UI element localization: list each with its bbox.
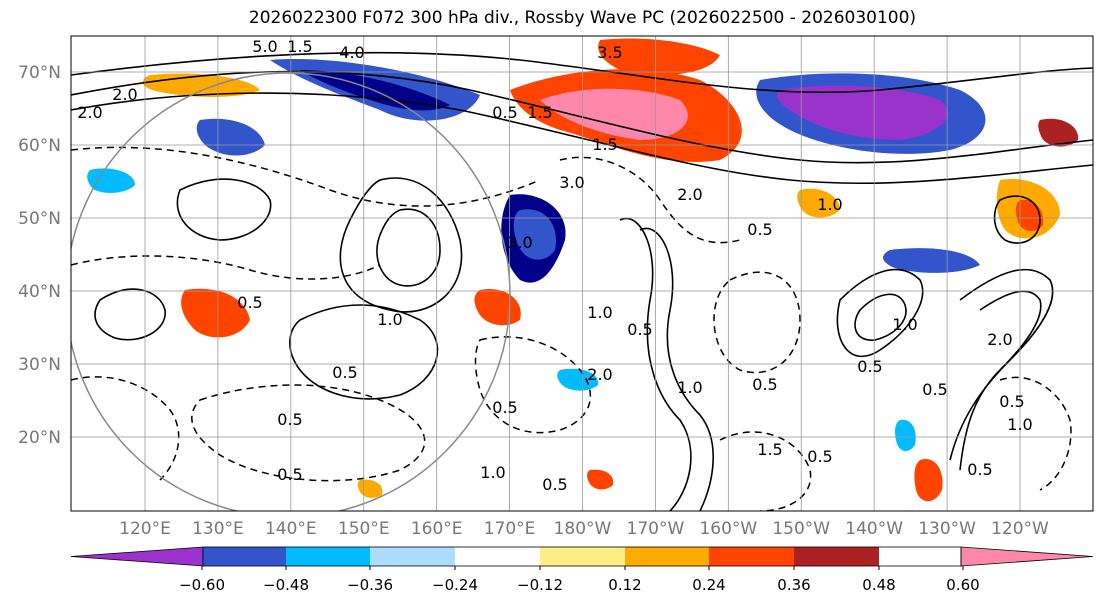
lat-label: 50°N [18, 209, 61, 229]
colorbar-tick-label: −0.36 [347, 576, 393, 594]
contour-label: 1.5 [287, 37, 312, 56]
contour-label: 0.5 [967, 460, 992, 479]
colorbar-tick-label: 0.24 [692, 576, 725, 594]
lat-label: 60°N [18, 136, 61, 156]
contour-label: 0.5 [999, 392, 1024, 411]
graticule [71, 36, 1093, 511]
lon-label: 170°E [484, 519, 536, 539]
lat-label: 20°N [18, 428, 61, 448]
colorbar-tick-label: 0.48 [862, 576, 895, 594]
lon-label: 170°W [627, 519, 685, 539]
colorbar-extend-low [70, 546, 204, 567]
contour-label: 0.5 [492, 103, 517, 122]
contour-label: 3.0 [507, 233, 532, 252]
colorbar-tick-label: 0.12 [608, 576, 641, 594]
contour-label: 1.0 [377, 310, 402, 329]
colorbar-segment [540, 547, 625, 566]
contour-label: 0.5 [492, 398, 517, 417]
contour-label: 5.0 [252, 37, 277, 56]
colorbar-segment [455, 547, 540, 566]
colorbar-segment [709, 547, 794, 566]
colorbar-tick-label: 0.36 [777, 576, 810, 594]
contour-label: 1.0 [587, 303, 612, 322]
lon-label: 160°E [411, 519, 463, 539]
contour-label: 2.0 [677, 185, 702, 204]
map-frame [70, 35, 1094, 512]
latitude-axis: 70°N 60°N 50°N 40°N 30°N 20°N [18, 63, 61, 448]
contour-label: 2.0 [77, 103, 102, 122]
lon-label: 150°E [338, 519, 390, 539]
contour-label: 1.0 [480, 463, 505, 482]
lon-label: 140°E [265, 519, 317, 539]
lon-label: 120°W [991, 519, 1049, 539]
lat-label: 40°N [18, 282, 61, 302]
contour-lines-dashed [71, 146, 1072, 511]
contour-label: 3.0 [559, 173, 584, 192]
plot-title: 2026022300 F072 300 hPa div., Rossby Wav… [248, 8, 917, 28]
contour-label: 0.5 [747, 220, 772, 239]
lon-label: 180°W [554, 519, 612, 539]
contour-label: 1.0 [1007, 415, 1032, 434]
colorbar-segment [625, 547, 709, 566]
contour-label: 2.0 [987, 330, 1012, 349]
contour-label: 1.0 [677, 378, 702, 397]
lat-label: 70°N [18, 63, 61, 83]
colorbar-segment [286, 547, 370, 566]
contour-label: 0.5 [627, 320, 652, 339]
colorbar-tick-label: 0.60 [946, 576, 979, 594]
lon-label: 160°W [699, 519, 757, 539]
longitude-axis: 120°E 130°E 140°E 150°E 160°E 170°E 180°W 170°W… [119, 519, 1049, 539]
colorbar-tick-label: −0.48 [263, 576, 309, 594]
lon-label: 120°E [119, 519, 171, 539]
contour-label: 0.5 [807, 447, 832, 466]
lon-label: 150°W [772, 519, 830, 539]
contour-label: 1.5 [527, 103, 552, 122]
lon-label: 130°W [918, 519, 976, 539]
contour-label: 0.5 [237, 293, 262, 312]
contour-label: 0.5 [857, 357, 882, 376]
colorbar-tick-label: −0.60 [179, 576, 225, 594]
colorbar-extend-high [960, 546, 1094, 567]
contour-label: 0.5 [277, 410, 302, 429]
colorbar-segment [202, 547, 286, 566]
contour-label: 0.5 [752, 375, 777, 394]
colorbar-segment [370, 547, 455, 566]
contour-label: 2.0 [587, 365, 612, 384]
contour-label: 3.5 [597, 43, 622, 62]
contour-lines [71, 51, 1093, 511]
contour-label: 1.5 [757, 440, 782, 459]
lat-label: 30°N [18, 355, 61, 375]
lon-label: 130°E [192, 519, 244, 539]
colorbar: −0.60 −0.48 −0.36 −0.24 −0.12 0.12 0.24 0.36 0.4… [70, 546, 1094, 594]
contour-label: 4.0 [339, 43, 364, 62]
colorbar-tick-label: −0.12 [517, 576, 563, 594]
contour-label: 1.5 [592, 135, 617, 154]
colorbar-segment [794, 547, 879, 566]
contour-label: 0.5 [277, 465, 302, 484]
colorbar-tick-label: −0.24 [432, 576, 478, 594]
contour-label: 1.0 [892, 315, 917, 334]
contour-label: 0.5 [922, 380, 947, 399]
contour-label: 1.0 [817, 195, 842, 214]
contour-label: 2.0 [112, 85, 137, 104]
contour-label: 0.5 [542, 475, 567, 494]
lon-label: 140°W [845, 519, 903, 539]
contour-label: 0.5 [332, 363, 357, 382]
contour-label-layer: 5.0 1.5 2.0 2.0 4.0 3.5 1.5 3.0 2.0 0.5 1.0 1.5 0.5 3… [77, 37, 1032, 494]
radius-circle [71, 72, 511, 511]
